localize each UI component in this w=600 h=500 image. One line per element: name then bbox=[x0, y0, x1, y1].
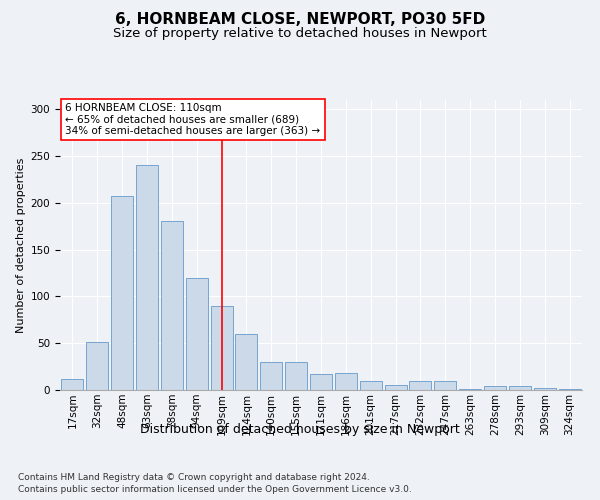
Bar bbox=[534, 388, 556, 390]
Bar bbox=[484, 386, 506, 390]
Y-axis label: Number of detached properties: Number of detached properties bbox=[16, 158, 26, 332]
Text: Distribution of detached houses by size in Newport: Distribution of detached houses by size … bbox=[140, 422, 460, 436]
Bar bbox=[459, 389, 481, 390]
Bar bbox=[161, 220, 183, 390]
Bar bbox=[186, 278, 208, 390]
Bar bbox=[385, 386, 407, 390]
Text: Contains HM Land Registry data © Crown copyright and database right 2024.: Contains HM Land Registry data © Crown c… bbox=[18, 472, 370, 482]
Bar bbox=[285, 362, 307, 390]
Text: 6 HORNBEAM CLOSE: 110sqm
← 65% of detached houses are smaller (689)
34% of semi-: 6 HORNBEAM CLOSE: 110sqm ← 65% of detach… bbox=[65, 103, 320, 136]
Bar bbox=[409, 380, 431, 390]
Bar bbox=[136, 166, 158, 390]
Bar bbox=[61, 379, 83, 390]
Bar bbox=[360, 380, 382, 390]
Bar bbox=[235, 334, 257, 390]
Bar bbox=[310, 374, 332, 390]
Bar bbox=[559, 389, 581, 390]
Bar bbox=[86, 342, 108, 390]
Text: Size of property relative to detached houses in Newport: Size of property relative to detached ho… bbox=[113, 28, 487, 40]
Bar bbox=[211, 306, 233, 390]
Bar bbox=[111, 196, 133, 390]
Text: Contains public sector information licensed under the Open Government Licence v3: Contains public sector information licen… bbox=[18, 485, 412, 494]
Text: 6, HORNBEAM CLOSE, NEWPORT, PO30 5FD: 6, HORNBEAM CLOSE, NEWPORT, PO30 5FD bbox=[115, 12, 485, 28]
Bar bbox=[434, 380, 456, 390]
Bar bbox=[260, 362, 282, 390]
Bar bbox=[509, 386, 531, 390]
Bar bbox=[335, 373, 357, 390]
